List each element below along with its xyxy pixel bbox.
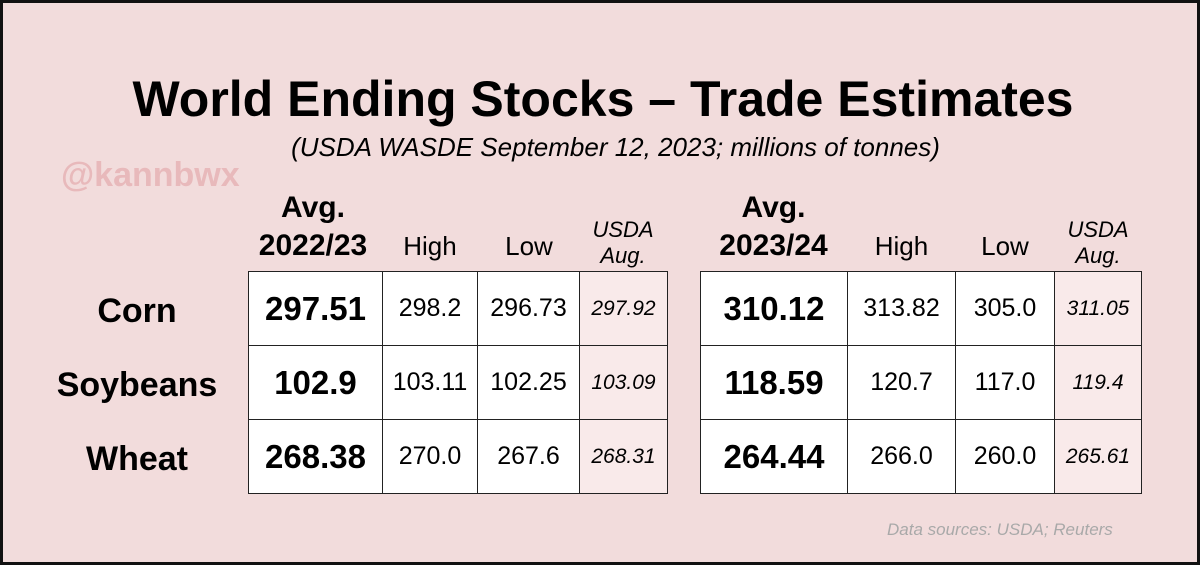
header-avg-year: 2022/23 xyxy=(258,229,368,262)
cell-soybeans-high-2022-23: 103.11 xyxy=(382,345,478,420)
cell-soybeans-usda-2022-23: 103.09 xyxy=(579,345,668,420)
cell-soybeans-low-2022-23: 102.25 xyxy=(477,345,580,420)
table-row: 268.38 270.0 267.6 268.31 xyxy=(248,419,668,494)
header-usda-label: USDA xyxy=(1067,217,1129,242)
header-usda-2023-24: USDA Aug. xyxy=(1055,217,1141,269)
cell-wheat-usda-2023-24: 265.61 xyxy=(1054,419,1142,494)
cell-corn-avg-2023-24: 310.12 xyxy=(700,271,848,346)
table-2022-23: 297.51 298.2 296.73 297.92 102.9 103.11 … xyxy=(248,271,668,494)
header-usda-month: Aug. xyxy=(600,243,646,268)
cell-wheat-avg-2023-24: 264.44 xyxy=(700,419,848,494)
table-row: 297.51 298.2 296.73 297.92 xyxy=(248,271,668,346)
row-label-soybeans: Soybeans xyxy=(56,366,218,404)
cell-soybeans-usda-2023-24: 119.4 xyxy=(1054,345,1142,420)
row-label-corn: Corn xyxy=(97,292,177,330)
table-row: 118.59 120.7 117.0 119.4 xyxy=(700,345,1142,420)
watermark: @kannbwx xyxy=(61,156,240,194)
header-usda-label: USDA xyxy=(592,217,654,242)
cell-corn-low-2023-24: 305.0 xyxy=(955,271,1055,346)
header-low-2022-23: Low xyxy=(505,231,553,261)
row-label-wheat: Wheat xyxy=(86,440,188,478)
header-avg-label: Avg. xyxy=(281,191,345,224)
cell-corn-high-2023-24: 313.82 xyxy=(847,271,956,346)
header-usda-month: Aug. xyxy=(1075,243,1121,268)
header-high-2022-23: High xyxy=(403,231,457,261)
cell-corn-usda-2023-24: 311.05 xyxy=(1054,271,1142,346)
header-avg-2023-24: Avg. 2023/24 xyxy=(701,189,846,265)
header-avg-2022-23: Avg. 2022/23 xyxy=(248,189,378,265)
cell-corn-avg-2022-23: 297.51 xyxy=(248,271,383,346)
table-row: 310.12 313.82 305.0 311.05 xyxy=(700,271,1142,346)
header-avg-label: Avg. xyxy=(741,191,806,224)
cell-wheat-usda-2022-23: 268.31 xyxy=(579,419,668,494)
header-avg-year: 2023/24 xyxy=(719,229,828,262)
table-row: 264.44 266.0 260.0 265.61 xyxy=(700,419,1142,494)
table-2023-24: 310.12 313.82 305.0 311.05 118.59 120.7 … xyxy=(700,271,1142,494)
header-low-2023-24: Low xyxy=(981,231,1029,261)
cell-soybeans-low-2023-24: 117.0 xyxy=(955,345,1055,420)
header-high-2023-24: High xyxy=(874,231,929,261)
chart-title: World Ending Stocks – Trade Estimates xyxy=(132,71,1074,127)
cell-wheat-high-2022-23: 270.0 xyxy=(382,419,478,494)
table-row: 102.9 103.11 102.25 103.09 xyxy=(248,345,668,420)
cell-corn-high-2022-23: 298.2 xyxy=(382,271,478,346)
cell-wheat-low-2023-24: 260.0 xyxy=(955,419,1055,494)
header-usda-2022-23: USDA Aug. xyxy=(580,217,666,269)
chart-subtitle: (USDA WASDE September 12, 2023; millions… xyxy=(291,132,940,162)
cell-wheat-low-2022-23: 267.6 xyxy=(477,419,580,494)
cell-soybeans-avg-2023-24: 118.59 xyxy=(700,345,848,420)
cell-soybeans-avg-2022-23: 102.9 xyxy=(248,345,383,420)
cell-corn-usda-2022-23: 297.92 xyxy=(579,271,668,346)
cell-soybeans-high-2023-24: 120.7 xyxy=(847,345,956,420)
cell-wheat-high-2023-24: 266.0 xyxy=(847,419,956,494)
data-source-note: Data sources: USDA; Reuters xyxy=(887,520,1113,539)
cell-corn-low-2022-23: 296.73 xyxy=(477,271,580,346)
cell-wheat-avg-2022-23: 268.38 xyxy=(248,419,383,494)
